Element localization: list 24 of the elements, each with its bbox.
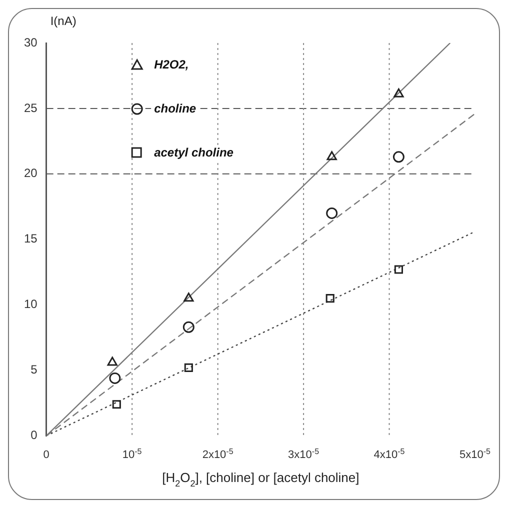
y-tick-label: 0 bbox=[30, 428, 38, 442]
point bbox=[394, 265, 403, 274]
y-axis-title: I(nA) bbox=[50, 14, 76, 28]
y-tick-label: 30 bbox=[24, 35, 38, 50]
point bbox=[184, 292, 194, 302]
y-tick-label: 15 bbox=[24, 232, 38, 246]
point bbox=[326, 151, 337, 160]
x-tick-label: 0 bbox=[43, 448, 50, 461]
point bbox=[326, 207, 338, 219]
legend-label: choline bbox=[154, 101, 196, 116]
legend-label: acetyl choline bbox=[154, 145, 234, 160]
point bbox=[394, 88, 404, 98]
point bbox=[109, 372, 121, 384]
y-tick-label: 5 bbox=[30, 362, 38, 377]
point bbox=[107, 356, 118, 366]
y-tick-label: 25 bbox=[24, 100, 38, 115]
point bbox=[392, 151, 404, 163]
legend-label: H2O2, bbox=[154, 57, 189, 72]
point bbox=[184, 363, 193, 372]
point bbox=[326, 294, 334, 303]
point bbox=[182, 321, 194, 333]
y-tick-label: 20 bbox=[24, 166, 38, 180]
point bbox=[112, 400, 121, 409]
y-tick-label: 10 bbox=[24, 297, 38, 312]
